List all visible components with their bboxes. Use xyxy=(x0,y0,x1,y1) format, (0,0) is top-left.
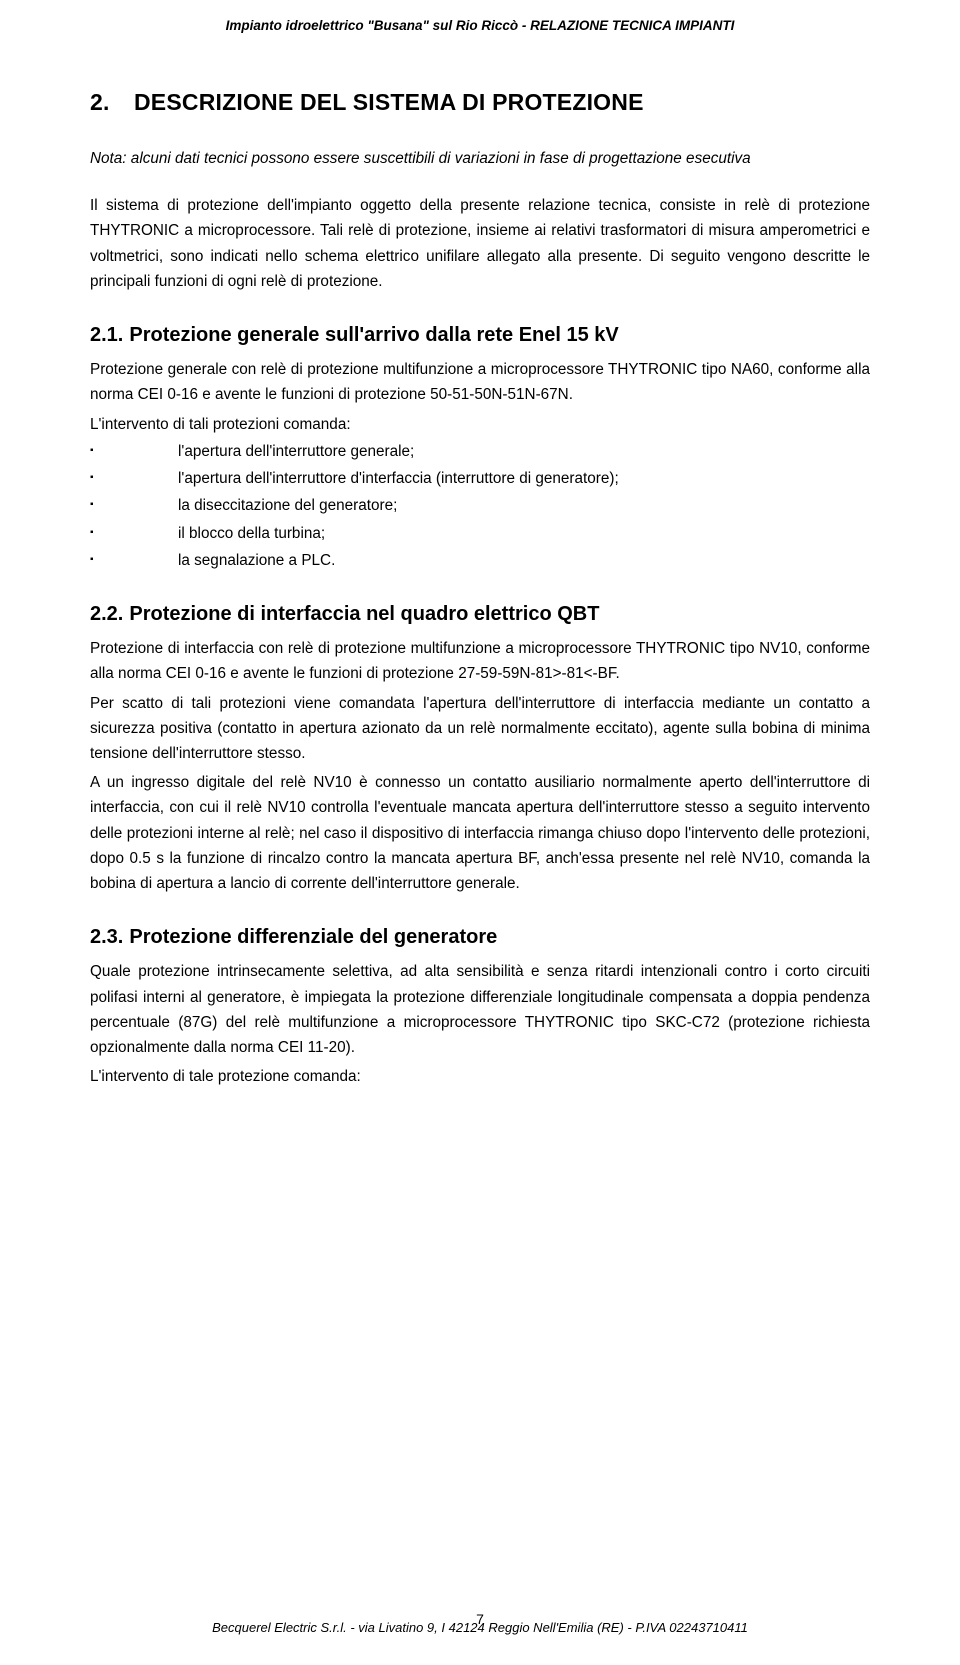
section-paragraph: Per scatto di tali protezioni viene coma… xyxy=(90,691,870,767)
heading-1-title: DESCRIZIONE DEL SISTEMA DI PROTEZIONE xyxy=(134,89,644,115)
section-paragraph: A un ingresso digitale del relè NV10 è c… xyxy=(90,770,870,896)
page-footer: Becquerel Electric S.r.l. - via Livatino… xyxy=(0,1620,960,1635)
document-page: Impianto idroelettrico "Busana" sul Rio … xyxy=(0,0,960,1665)
heading-title: Protezione generale sull'arrivo dalla re… xyxy=(129,324,618,346)
page-number: 7 xyxy=(0,1611,960,1627)
heading-number: 2.1. xyxy=(90,324,123,347)
heading-2-1: 2.1. Protezione generale sull'arrivo dall… xyxy=(90,324,870,347)
intro-paragraph: Il sistema di protezione dell'impianto o… xyxy=(90,193,870,294)
list-item: la diseccitazione del generatore; xyxy=(90,493,870,518)
list-item: il blocco della turbina; xyxy=(90,521,870,546)
heading-number: 2.3. xyxy=(90,926,123,949)
section-paragraph: Protezione generale con relè di protezio… xyxy=(90,357,870,407)
running-header: Impianto idroelettrico "Busana" sul Rio … xyxy=(90,0,870,51)
heading-title: Protezione differenziale del generatore xyxy=(129,926,497,948)
list-item: l'apertura dell'interruttore generale; xyxy=(90,439,870,464)
heading-1-number: 2. xyxy=(90,89,134,116)
list-item: l'apertura dell'interruttore d'interfacc… xyxy=(90,466,870,491)
bullet-list: l'apertura dell'interruttore generale; l… xyxy=(90,439,870,573)
list-lead: L'intervento di tali protezioni comanda: xyxy=(90,412,870,437)
list-lead: L'intervento di tale protezione comanda: xyxy=(90,1064,870,1089)
note-paragraph: Nota: alcuni dati tecnici possono essere… xyxy=(90,146,870,171)
list-item: la segnalazione a PLC. xyxy=(90,548,870,573)
section-paragraph: Protezione di interfaccia con relè di pr… xyxy=(90,636,870,686)
heading-1: 2.DESCRIZIONE DEL SISTEMA DI PROTEZIONE xyxy=(90,89,870,116)
heading-title: Protezione di interfaccia nel quadro ele… xyxy=(129,603,599,625)
heading-number: 2.2. xyxy=(90,603,123,626)
heading-2-3: 2.3. Protezione differenziale del generat… xyxy=(90,926,870,949)
section-paragraph: Quale protezione intrinsecamente seletti… xyxy=(90,959,870,1060)
heading-2-2: 2.2. Protezione di interfaccia nel quadro… xyxy=(90,603,870,626)
